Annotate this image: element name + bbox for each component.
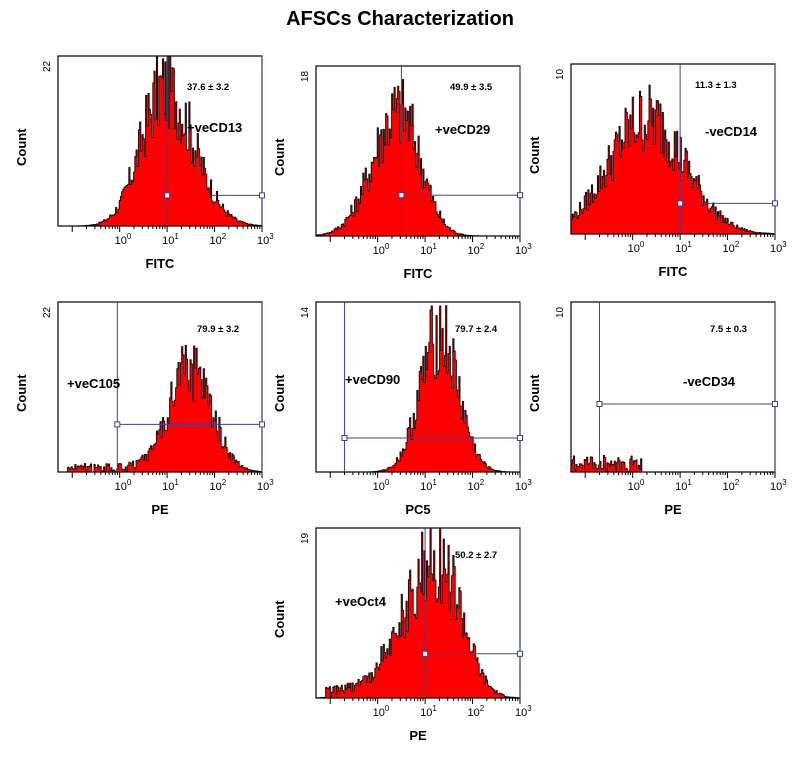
histogram-panel-c105: 100 101 102 103 Count PE 22 +veC105 79.9 ± 3.2 bbox=[14, 296, 282, 528]
histogram-panel-cd34: 100 101 102 103 Count PE 10 -veCD34 7.5 ± 0.3 bbox=[527, 296, 795, 528]
x-tick-label: 103 bbox=[257, 232, 274, 247]
gate-handle bbox=[517, 435, 523, 441]
percent-label: 7.5 ± 0.3 bbox=[710, 324, 747, 335]
x-tick-label: 102 bbox=[468, 242, 485, 257]
x-tick-label: 100 bbox=[628, 240, 645, 255]
y-axis-label: Count bbox=[527, 374, 542, 412]
y-axis-label: Count bbox=[272, 138, 287, 176]
histogram-plot-c105: 100 101 102 103 bbox=[57, 301, 274, 493]
histogram-area bbox=[315, 527, 521, 699]
figure-title: AFSCs Characterization bbox=[286, 8, 514, 30]
x-axis-label: PC5 bbox=[405, 502, 431, 517]
y-max-label: 14 bbox=[300, 306, 311, 318]
histogram-plot-cd13: 100 101 102 103 bbox=[57, 55, 274, 247]
x-axis-label: FITC bbox=[658, 264, 688, 279]
marker-label: +veCD29 bbox=[435, 122, 491, 137]
x-tick-label: 101 bbox=[420, 478, 437, 493]
marker-label: -veCD34 bbox=[683, 374, 736, 389]
y-max-label: 22 bbox=[42, 60, 53, 72]
gate-handle bbox=[772, 200, 778, 207]
x-tick-label: 100 bbox=[373, 242, 390, 257]
x-tick-label: 102 bbox=[468, 704, 485, 719]
gate-handle bbox=[341, 435, 348, 441]
x-tick-label: 102 bbox=[210, 478, 227, 493]
gate-handle bbox=[259, 192, 265, 199]
gate-handle bbox=[596, 401, 603, 407]
x-axis-label: FITC bbox=[145, 256, 175, 271]
percent-label: 50.2 ± 2.7 bbox=[455, 550, 498, 561]
y-max-label: 19 bbox=[300, 532, 311, 544]
histogram-panel-cd14: 100 101 102 103 Count FITC 10 -veCD14 11.3 ± 1.3 bbox=[527, 58, 795, 290]
x-tick-label: 100 bbox=[373, 478, 390, 493]
x-axis-label: PE bbox=[664, 502, 682, 517]
histogram-area bbox=[58, 344, 263, 473]
x-tick-label: 102 bbox=[723, 478, 740, 493]
y-axis-label: Count bbox=[272, 600, 287, 638]
percent-label: 11.3 ± 1.3 bbox=[695, 80, 737, 91]
x-tick-label: 102 bbox=[210, 232, 227, 247]
histogram-area bbox=[570, 84, 776, 235]
y-axis-label: Count bbox=[272, 374, 287, 412]
x-tick-label: 103 bbox=[515, 242, 532, 257]
marker-label: +veC105 bbox=[67, 376, 121, 391]
histogram-panel-cd29: 100 101 102 103 Count FITC 18 +veCD29 49.9 ± 3.5 bbox=[272, 60, 540, 292]
x-tick-label: 100 bbox=[373, 704, 390, 719]
percent-label: 79.7 ± 2.4 bbox=[455, 324, 498, 335]
gate-handle bbox=[517, 650, 523, 657]
gate-handle bbox=[114, 421, 121, 428]
marker-label: +veOct4 bbox=[335, 594, 386, 609]
x-tick-label: 103 bbox=[257, 478, 274, 493]
y-axis-label: Count bbox=[14, 374, 29, 412]
x-tick-label: 103 bbox=[770, 240, 787, 255]
x-tick-label: 100 bbox=[115, 232, 132, 247]
histogram-plot-cd90: 100 101 102 103 bbox=[315, 301, 532, 493]
x-axis-label: FITC bbox=[403, 266, 433, 281]
x-tick-label: 102 bbox=[468, 478, 485, 493]
histogram-plot-cd14: 100 101 102 103 bbox=[570, 63, 787, 255]
x-tick-label: 100 bbox=[628, 478, 645, 493]
gate-handle bbox=[772, 401, 778, 407]
histogram-area bbox=[57, 55, 263, 227]
y-max-label: 10 bbox=[555, 68, 566, 80]
gate-handle bbox=[677, 200, 684, 207]
x-tick-label: 101 bbox=[420, 704, 437, 719]
y-max-label: 22 bbox=[42, 306, 53, 318]
histogram-area bbox=[315, 79, 520, 237]
x-axis-label: PE bbox=[151, 502, 169, 517]
marker-label: +veCD13 bbox=[187, 120, 243, 135]
gate-handle bbox=[259, 421, 265, 428]
x-axis-label: PE bbox=[409, 728, 427, 743]
x-tick-label: 103 bbox=[770, 478, 787, 493]
gate-handle bbox=[398, 192, 405, 199]
x-tick-label: 101 bbox=[420, 242, 437, 257]
histogram-plot-cd29: 100 101 102 103 bbox=[315, 65, 532, 257]
x-tick-label: 101 bbox=[675, 240, 692, 255]
histogram-plot-cd34: 100 101 102 103 bbox=[570, 301, 787, 493]
y-max-label: 10 bbox=[555, 306, 566, 318]
gate-handle bbox=[517, 192, 523, 199]
x-tick-label: 103 bbox=[515, 478, 532, 493]
y-axis-label: Count bbox=[527, 136, 542, 174]
x-tick-label: 101 bbox=[675, 478, 692, 493]
x-tick-label: 101 bbox=[162, 232, 179, 247]
gate-handle bbox=[164, 192, 171, 199]
x-tick-label: 101 bbox=[162, 478, 179, 493]
percent-label: 37.6 ± 3.2 bbox=[187, 82, 230, 93]
percent-label: 79.9 ± 3.2 bbox=[197, 324, 240, 335]
marker-label: -veCD14 bbox=[705, 124, 758, 139]
histogram-panel-cd90: 100 101 102 103 Count PC5 14 +veCD90 79.7 ± 2.4 bbox=[272, 296, 540, 528]
histogram-panel-oct4: 100 101 102 103 Count PE 19 +veOct4 50.2 ± 2.7 bbox=[272, 522, 540, 754]
y-max-label: 18 bbox=[300, 70, 311, 82]
histogram-area bbox=[570, 454, 775, 473]
x-tick-label: 102 bbox=[723, 240, 740, 255]
percent-label: 49.9 ± 3.5 bbox=[450, 82, 493, 93]
y-axis-label: Count bbox=[14, 128, 29, 166]
marker-label: +veCD90 bbox=[345, 372, 401, 387]
histogram-panel-cd13: 100 101 102 103 Count FITC 22 +veCD13 37.6 ± 3.2 bbox=[14, 50, 282, 282]
gate-handle bbox=[422, 650, 429, 657]
x-tick-label: 100 bbox=[115, 478, 132, 493]
x-tick-label: 103 bbox=[515, 704, 532, 719]
histogram-plot-oct4: 100 101 102 103 bbox=[315, 527, 532, 719]
